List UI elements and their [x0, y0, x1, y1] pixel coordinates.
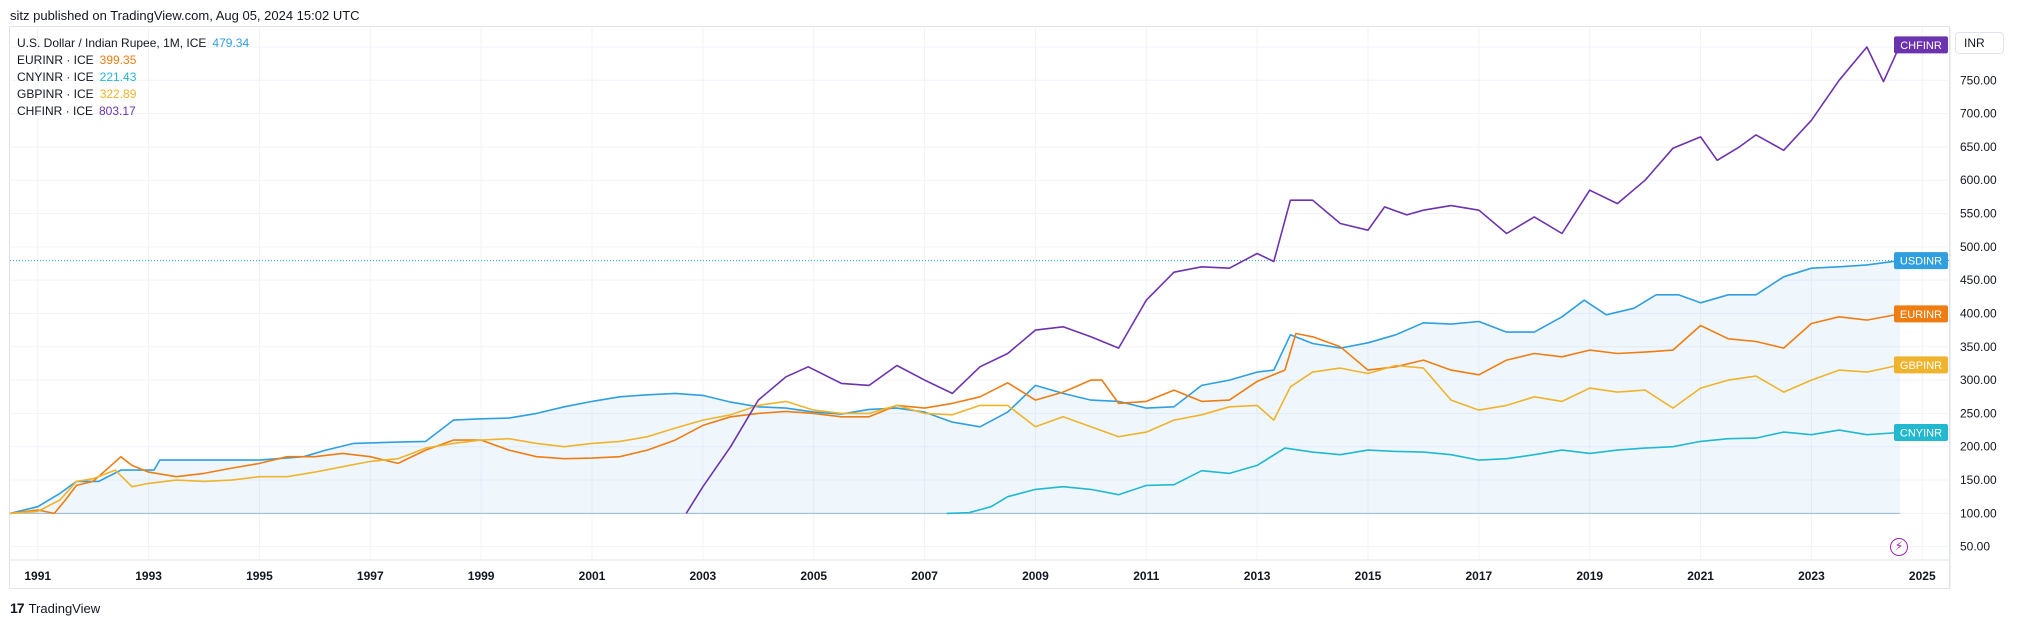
series-tag-bg: [1894, 423, 1948, 441]
x-tick-label: 2013: [1244, 569, 1271, 583]
y-tick-label: 450.00: [1960, 273, 1997, 287]
series-tag-label: CNYINR: [1900, 427, 1942, 439]
lightning-icon[interactable]: ⚡: [1890, 538, 1908, 556]
x-axis: 1991 1993 1995 1997 1999 2001 2003 2005 2007 2009…: [24, 569, 1936, 583]
x-tick-label: 1993: [135, 569, 162, 583]
x-tick-label: 2019: [1576, 569, 1603, 583]
series-tag-bg: [1894, 356, 1948, 374]
legend-name: CNYINR · ICE: [17, 70, 94, 84]
x-tick-label: 2015: [1355, 569, 1382, 583]
publisher-caption: sitz published on TradingView.com, Aug 0…: [10, 8, 360, 23]
legend-value: 803.17: [99, 104, 136, 118]
x-tick-label: 2001: [579, 569, 606, 583]
series-line-usdinr: [9, 259, 1901, 515]
series-tag-usdinr: USDINR: [1894, 252, 1948, 270]
y-tick-label: 550.00: [1960, 207, 1997, 221]
series-tag-label: CHFINR: [1900, 40, 1942, 52]
x-tick-label: 2007: [911, 569, 938, 583]
area-fill: [10, 260, 1950, 514]
legend-name: U.S. Dollar / Indian Rupee, 1M, ICE: [17, 36, 207, 50]
series-tag-label: GBPINR: [1900, 360, 1942, 372]
y-tick-label: 750.00: [1960, 73, 1997, 87]
x-tick-label: 2025: [1909, 569, 1936, 583]
series-tag-bg: [1894, 252, 1948, 270]
legend-row-chfinr[interactable]: CHFINR · ICE 803.17: [17, 103, 249, 120]
series-tag-cnyinr: CNYINR: [1894, 423, 1948, 441]
legend-name: GBPINR · ICE: [17, 87, 94, 101]
tradingview-logo-icon[interactable]: 17: [10, 600, 25, 616]
x-tick-label: 2021: [1687, 569, 1714, 583]
legend-value: 399.35: [99, 53, 137, 67]
series-tag-bg: [1894, 305, 1948, 323]
footer: 17 TradingView: [10, 600, 100, 616]
legend-value: 322.89: [99, 87, 137, 101]
footer-brand[interactable]: TradingView: [28, 600, 101, 616]
series-lines: [9, 44, 1901, 515]
y-tick-label: 50.00: [1960, 540, 1990, 554]
x-tick-label: 1999: [468, 569, 495, 583]
y-tick-label: 100.00: [1960, 506, 1997, 520]
series-line-cnyinr: [946, 429, 1901, 515]
y-tick-label: 650.00: [1960, 140, 1997, 154]
series-line-eurinr: [9, 313, 1901, 515]
x-tick-label: 2009: [1022, 569, 1049, 583]
series-tag-chfinr: CHFINR: [1894, 36, 1948, 54]
x-tick-label: 2023: [1798, 569, 1825, 583]
series-line-chfinr: [685, 44, 1901, 514]
x-tick-label: 1997: [357, 569, 384, 583]
legend-name: EURINR · ICE: [17, 53, 94, 67]
series-tag-label: EURINR: [1900, 309, 1942, 321]
series-line-gbpinr: [9, 364, 1901, 515]
x-tick-label: 2017: [1466, 569, 1493, 583]
x-tick-label: 2003: [690, 569, 717, 583]
area-usdinr: [10, 260, 1901, 514]
y-tick-label: 200.00: [1960, 440, 1997, 454]
series-tag-gbpinr: GBPINR: [1894, 356, 1948, 374]
legend-row-cnyinr[interactable]: CNYINR · ICE 221.43: [17, 69, 249, 86]
legend-row-gbpinr[interactable]: GBPINR · ICE 322.89: [17, 86, 249, 103]
x-tick-label: 2011: [1133, 569, 1159, 583]
y-tick-label: 350.00: [1960, 340, 1997, 354]
y-tick-label: 500.00: [1960, 240, 1997, 254]
legend: U.S. Dollar / Indian Rupee, 1M, ICE 479.3…: [17, 35, 249, 120]
grid-lines: [10, 27, 1951, 588]
y-tick-label: 250.00: [1960, 406, 1997, 420]
legend-value: 221.43: [99, 70, 137, 84]
x-tick-label: 1995: [246, 569, 273, 583]
series-labels: USDINR EURINR CNYINR GBPINR CHFINR: [1894, 36, 1948, 441]
y-tick-label: 400.00: [1960, 306, 1997, 320]
y-tick-label: 600.00: [1960, 173, 1997, 187]
x-tick-label: 1991: [24, 569, 51, 583]
series-tag-eurinr: EURINR: [1894, 305, 1948, 323]
y-tick-label: 150.00: [1960, 473, 1997, 487]
y-tick-label: 700.00: [1960, 107, 1997, 121]
x-tick-label: 2005: [800, 569, 827, 583]
series-tag-label: USDINR: [1900, 256, 1942, 268]
currency-unit-button[interactable]: INR: [1955, 32, 2004, 54]
legend-row-usdinr[interactable]: U.S. Dollar / Indian Rupee, 1M, ICE 479.3…: [17, 35, 249, 52]
legend-name: CHFINR · ICE: [17, 104, 93, 118]
y-axis: 50.00 100.00 150.00 200.00 250.00 300.00 350.0…: [1960, 40, 1997, 554]
legend-row-eurinr[interactable]: EURINR · ICE 399.35: [17, 52, 249, 69]
series-tag-bg: [1894, 36, 1948, 54]
y-tick-label: 300.00: [1960, 373, 1997, 387]
legend-value: 479.34: [212, 36, 250, 50]
